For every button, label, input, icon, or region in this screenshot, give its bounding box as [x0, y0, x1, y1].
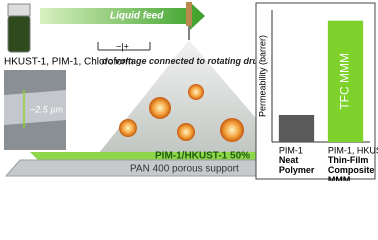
particle [119, 119, 137, 137]
x-tick-sublabel: Thin-Film Composite MMM [328, 155, 375, 181]
vial-cap [7, 3, 31, 17]
bar [327, 20, 364, 142]
bar-annotation: TFC MMM [338, 53, 352, 110]
needle [186, 2, 192, 26]
y-axis-label: Permeability (barrer) [257, 35, 267, 117]
particle [177, 123, 195, 141]
sem-layer [4, 90, 66, 125]
particle [220, 118, 244, 142]
voltage-label: dc voltage connected to rotating drum [102, 56, 266, 66]
x-tick-sublabel: Neat Polymer [279, 155, 315, 175]
thickness-label: ~2.5 µm [30, 104, 63, 114]
feed-arrow [40, 2, 205, 30]
feed-label: Liquid feed [110, 11, 164, 22]
layer-label: PIM-1/HKUST-1 50% [155, 151, 250, 162]
x-tick-label: PIM-1 [279, 145, 303, 155]
bar [278, 114, 315, 142]
x-tick-label: PIM-1, HKUST-1 [328, 145, 378, 155]
particle [188, 84, 204, 100]
vial [7, 15, 31, 53]
circuit-symbol: −|+ [116, 41, 129, 51]
support-label: PAN 400 porous support [130, 164, 239, 175]
graphical-abstract: Liquid feed HKUST-1, PIM-1, Chloroform ~… [4, 2, 378, 181]
particle [149, 97, 171, 119]
solution-label: HKUST-1, PIM-1, Chloroform [4, 57, 133, 68]
circuit [97, 42, 151, 51]
